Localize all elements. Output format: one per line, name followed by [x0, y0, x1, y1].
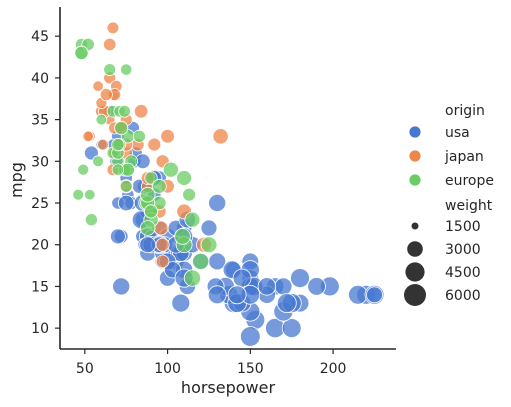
legend-label-japan: japan — [444, 149, 484, 165]
data-point-japan — [133, 104, 149, 119]
data-point-usa — [139, 236, 157, 254]
legend-size-label: 6000 — [445, 288, 481, 304]
data-point-usa — [348, 284, 368, 305]
data-point-usa — [232, 268, 252, 288]
x-tick-label: 50 — [76, 361, 94, 377]
data-point-europe — [162, 161, 179, 178]
data-point-japan — [97, 138, 109, 151]
data-point-europe — [183, 269, 201, 287]
data-point-usa — [171, 293, 191, 313]
points-layer — [72, 21, 385, 347]
data-point-europe — [143, 204, 158, 219]
data-point-japan — [102, 37, 117, 52]
data-point-usa — [281, 318, 302, 339]
legend-size-marker — [405, 262, 425, 282]
data-point-japan — [212, 128, 229, 145]
data-point-japan — [82, 130, 94, 143]
data-point-europe — [84, 188, 96, 201]
data-point-europe — [139, 186, 156, 203]
x-tick-label: 150 — [237, 361, 264, 377]
data-point-usa — [112, 277, 131, 296]
legend-marker-europe — [408, 173, 422, 187]
y-ticks: 10 15 20 25 30 35 40 45 — [31, 29, 60, 337]
data-point-japan — [155, 237, 170, 252]
data-point-europe — [132, 129, 146, 143]
data-point-europe — [176, 170, 193, 186]
data-point-usa — [208, 193, 227, 212]
data-point-usa — [240, 326, 261, 347]
x-tick-label: 200 — [320, 361, 347, 377]
data-point-japan — [160, 129, 175, 144]
legend-size-marker — [411, 222, 419, 230]
data-point-europe — [200, 236, 218, 254]
data-point-japan — [99, 88, 113, 102]
data-point-europe — [120, 63, 133, 76]
x-ticks: 50 100 150 200 — [76, 349, 347, 377]
y-tick-label: 40 — [31, 71, 49, 87]
x-axis-title: horsepower — [181, 378, 276, 397]
data-point-europe — [184, 211, 201, 228]
data-point-japan — [147, 137, 162, 152]
data-point-usa — [207, 285, 227, 305]
y-tick-label: 15 — [31, 279, 49, 295]
legend: origin usa japan europe weight 1500 3000 4500 60… — [404, 103, 494, 306]
data-point-europe — [118, 105, 131, 118]
data-point-usa — [117, 194, 135, 212]
data-point-europe — [111, 163, 125, 176]
data-point-usa — [290, 268, 310, 289]
data-point-japan — [155, 254, 170, 269]
data-point-europe — [151, 178, 167, 194]
data-point-usa — [227, 285, 247, 305]
legend-hue-title: origin — [445, 103, 485, 119]
data-point-usa — [200, 219, 218, 237]
legend-marker-japan — [408, 149, 422, 163]
legend-size-label: 4500 — [445, 265, 481, 281]
y-tick-label: 45 — [31, 29, 49, 45]
y-tick-label: 25 — [31, 196, 49, 212]
data-point-europe — [139, 220, 156, 236]
data-point-europe — [119, 179, 133, 193]
data-point-europe — [77, 163, 90, 176]
data-point-usa — [366, 286, 383, 304]
data-point-japan — [92, 80, 104, 92]
data-point-europe — [182, 187, 197, 202]
data-point-europe — [74, 45, 89, 61]
data-point-europe — [192, 252, 210, 270]
legend-size-label: 1500 — [445, 219, 481, 235]
y-axis-title: mpg — [7, 162, 26, 198]
legend-size-marker — [404, 284, 426, 306]
data-point-japan — [106, 21, 120, 35]
data-point-europe — [114, 120, 129, 136]
legend-size-marker — [407, 241, 423, 257]
data-point-europe — [111, 138, 125, 152]
legend-size-label: 3000 — [445, 242, 481, 258]
data-point-usa — [257, 277, 277, 296]
y-tick-label: 20 — [31, 238, 49, 254]
data-point-europe — [84, 213, 98, 227]
legend-label-europe: europe — [445, 173, 494, 189]
data-point-usa — [274, 277, 293, 296]
data-point-europe — [92, 155, 104, 168]
data-point-europe — [103, 63, 117, 76]
data-point-usa — [110, 228, 126, 245]
legend-size-title: weight — [445, 198, 493, 214]
data-point-usa — [307, 277, 326, 296]
y-tick-label: 10 — [31, 321, 49, 337]
data-point-europe — [174, 228, 191, 245]
data-point-europe — [95, 113, 108, 126]
legend-marker-usa — [408, 125, 422, 139]
y-tick-label: 35 — [31, 113, 49, 129]
data-point-usa — [276, 293, 297, 314]
legend-label-usa: usa — [445, 125, 470, 141]
y-tick-label: 30 — [31, 154, 49, 170]
x-tick-label: 100 — [154, 361, 181, 377]
data-point-europe — [72, 188, 85, 201]
